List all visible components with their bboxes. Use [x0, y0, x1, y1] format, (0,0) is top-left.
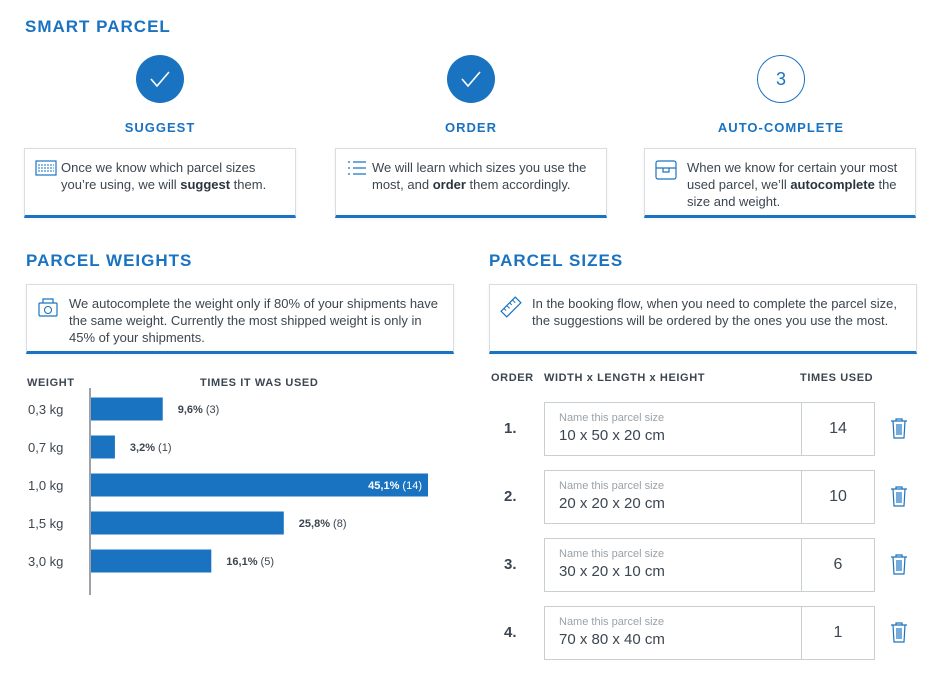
step-number-badge: 3	[757, 55, 805, 103]
step-suggest: SUGGEST	[24, 55, 296, 135]
order-column-header: ORDER	[491, 372, 534, 384]
scale-icon	[37, 295, 69, 351]
weight-column-header: WEIGHT	[27, 377, 75, 389]
suggest-info-card: Once we know which parcel sizes you’re u…	[24, 148, 296, 218]
row-order: 4.	[504, 624, 517, 641]
parcel-name-placeholder: Name this parcel size	[559, 412, 665, 424]
parcel-size-row: 1. Name this parcel size 10 x 50 x 20 cm…	[490, 402, 920, 456]
parcel-weights-title: PARCEL WEIGHTS	[26, 251, 193, 270]
times-used-column-header: TIMES IT WAS USED	[200, 377, 319, 389]
parcel-box-icon	[655, 159, 687, 215]
auto-complete-info-text: When we know for certain your most used …	[687, 160, 898, 209]
parcel-dimensions: 30 x 20 x 10 cm	[559, 563, 665, 580]
parcel-size-field[interactable]: Name this parcel size 70 x 80 x 40 cm 1	[544, 606, 875, 660]
weights-bar-chart: 0,3 kg 9,6% (3) 0,7 kg 3,2% (1) 1,0 kg 45,1% …	[28, 388, 428, 595]
bar-value-label: 45,1% (14)	[368, 480, 422, 492]
parcel-name-placeholder: Name this parcel size	[559, 616, 665, 628]
bar-value-label: 25,8% (8)	[299, 518, 347, 530]
dimensions-column-header: WIDTH x LENGTH x HEIGHT	[544, 372, 706, 384]
parcel-name-placeholder: Name this parcel size	[559, 548, 665, 560]
parcel-name-input[interactable]: Name this parcel size 30 x 20 x 10 cm	[545, 539, 802, 591]
parcel-name-input[interactable]: Name this parcel size 20 x 20 x 20 cm	[545, 471, 802, 523]
times-used-value: 10	[829, 488, 847, 505]
check-icon	[136, 55, 184, 103]
times-used-value: 14	[829, 420, 847, 437]
step-auto-complete: 3 AUTO-COMPLETE	[645, 55, 917, 135]
step-label: SUGGEST	[124, 120, 196, 135]
parcel-size-field[interactable]: Name this parcel size 30 x 20 x 10 cm 6	[544, 538, 875, 592]
weight-bar	[91, 397, 163, 421]
parcel-dimensions: 70 x 80 x 40 cm	[559, 631, 665, 648]
weight-category-label: 3,0 kg	[28, 554, 63, 569]
row-order: 1.	[504, 420, 517, 437]
parcel-sizes-title: PARCEL SIZES	[489, 251, 624, 270]
parcel-dimensions: 20 x 20 x 20 cm	[559, 495, 665, 512]
barcode-list-icon	[35, 159, 61, 215]
row-order: 3.	[504, 556, 517, 573]
times-used-column-header: TIMES USED	[800, 372, 874, 384]
times-used-value: 1	[833, 624, 843, 641]
weight-bar	[91, 435, 115, 459]
step-label: ORDER	[445, 120, 497, 135]
order-info-text: We will learn which sizes you use the mo…	[372, 160, 587, 192]
row-order: 2.	[504, 488, 517, 505]
sizes-info-text: In the booking flow, when you need to co…	[532, 296, 897, 328]
parcel-size-row: 3. Name this parcel size 30 x 20 x 10 cm…	[490, 538, 920, 592]
check-icon	[447, 55, 495, 103]
order-info-card: We will learn which sizes you use the mo…	[335, 148, 607, 218]
times-used-value: 6	[833, 556, 843, 573]
trash-icon[interactable]	[890, 417, 908, 444]
trash-icon[interactable]	[890, 621, 908, 648]
parcel-dimensions: 10 x 50 x 20 cm	[559, 427, 665, 444]
parcel-name-input[interactable]: Name this parcel size 70 x 80 x 40 cm	[545, 607, 802, 659]
weight-category-label: 0,7 kg	[28, 440, 63, 455]
parcel-name-placeholder: Name this parcel size	[559, 480, 665, 492]
weight-category-label: 1,5 kg	[28, 516, 63, 531]
weights-info-text: We autocomplete the weight only if 80% o…	[69, 296, 439, 345]
parcel-name-input[interactable]: Name this parcel size 10 x 50 x 20 cm	[545, 403, 802, 455]
suggest-info-text: Once we know which parcel sizes you’re u…	[61, 160, 267, 192]
weight-bar	[91, 473, 428, 497]
ordered-list-icon	[346, 159, 372, 215]
auto-complete-info-card: When we know for certain your most used …	[644, 148, 916, 218]
trash-icon[interactable]	[890, 553, 908, 580]
bar-value-label: 9,6% (3)	[178, 404, 220, 416]
weights-info-card: We autocomplete the weight only if 80% o…	[26, 284, 454, 354]
ruler-icon	[500, 295, 532, 351]
parcel-size-field[interactable]: Name this parcel size 10 x 50 x 20 cm 14	[544, 402, 875, 456]
trash-icon[interactable]	[890, 485, 908, 512]
weight-bar	[91, 511, 284, 535]
parcel-size-row: 4. Name this parcel size 70 x 80 x 40 cm…	[490, 606, 920, 660]
bar-value-label: 3,2% (1)	[130, 442, 172, 454]
sizes-info-card: In the booking flow, when you need to co…	[489, 284, 917, 354]
smart-parcel-title: SMART PARCEL	[25, 17, 171, 36]
weight-category-label: 1,0 kg	[28, 478, 63, 493]
step-order: ORDER	[335, 55, 607, 135]
bar-value-label: 16,1% (5)	[226, 556, 274, 568]
weight-bar	[91, 549, 212, 573]
step-label: AUTO-COMPLETE	[717, 120, 845, 135]
parcel-size-field[interactable]: Name this parcel size 20 x 20 x 20 cm 10	[544, 470, 875, 524]
weight-category-label: 0,3 kg	[28, 402, 63, 417]
parcel-size-row: 2. Name this parcel size 20 x 20 x 20 cm…	[490, 470, 920, 524]
